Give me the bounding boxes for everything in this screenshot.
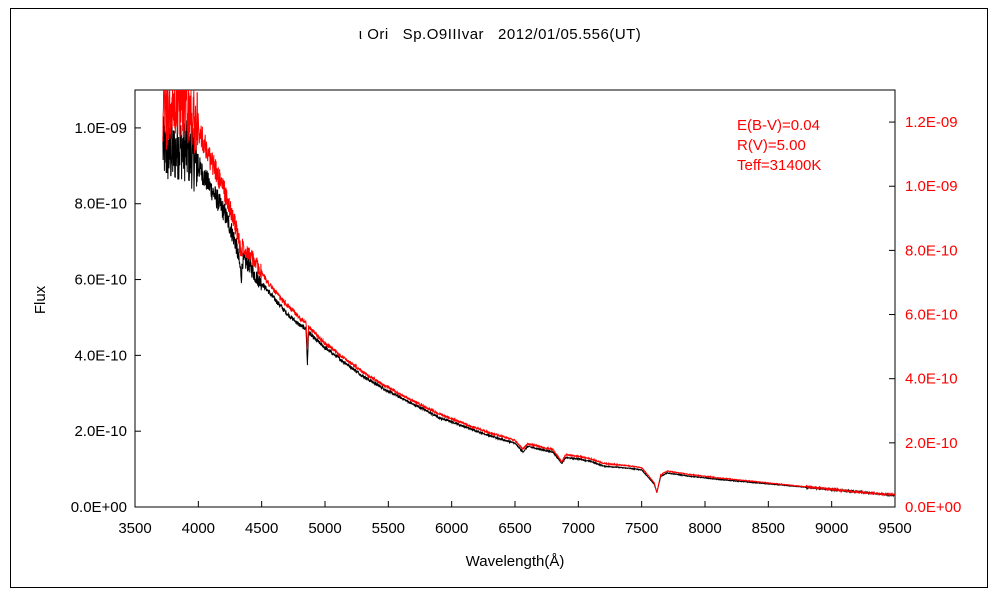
- series-line: [162, 90, 895, 497]
- annotation-text: R(V)=5.00: [737, 137, 806, 154]
- x-tick-label: 5000: [308, 520, 341, 537]
- y-axis-left: 0.0E+00 2.0E-10 4.0E-10 6.0E-10 8.0E-10 1.0E-…: [71, 120, 141, 516]
- y-right-tick-label: 0.0E+00: [905, 499, 961, 516]
- y-left-tick-label: 0.0E+00: [71, 499, 127, 516]
- x-tick-label: 6000: [435, 520, 468, 537]
- x-tick-label: 8000: [688, 520, 721, 537]
- x-tick-label: 4000: [182, 520, 215, 537]
- x-tick-label: 7000: [562, 520, 595, 537]
- y-right-tick-label: 6.0E-10: [905, 307, 958, 324]
- x-tick-label: 7500: [625, 520, 658, 537]
- x-tick-label: 8500: [752, 520, 785, 537]
- chart-frame: [10, 8, 988, 588]
- y-axis-right: 0.0E+00 2.0E-10 4.0E-10 6.0E-10 8.0E-10 1.0E-…: [889, 114, 961, 516]
- annotations: E(B-V)=0.04 R(V)=5.00 Teff=31400K: [737, 117, 821, 174]
- x-tick-label: 9500: [878, 520, 911, 537]
- y-left-tick-label: 2.0E-10: [74, 423, 127, 440]
- x-axis-title: Wavelength(Å): [466, 553, 565, 570]
- y-right-tick-label: 1.0E-09: [905, 178, 958, 195]
- x-tick-label: 3500: [118, 520, 151, 537]
- y-left-tick-label: 8.0E-10: [74, 196, 127, 213]
- series-layer: [162, 90, 895, 498]
- y-axis-title: Flux: [32, 285, 49, 314]
- y-right-tick-label: 4.0E-10: [905, 371, 958, 388]
- y-left-tick-label: 1.0E-09: [74, 120, 127, 137]
- annotation-text: E(B-V)=0.04: [737, 117, 820, 134]
- annotation-text: Teff=31400K: [737, 157, 821, 174]
- y-right-tick-label: 1.2E-09: [905, 114, 958, 131]
- y-right-tick-label: 8.0E-10: [905, 242, 958, 259]
- y-left-tick-label: 6.0E-10: [74, 272, 127, 289]
- x-tick-label: 4500: [245, 520, 278, 537]
- x-tick-label: 5500: [372, 520, 405, 537]
- x-tick-label: 9000: [815, 520, 848, 537]
- y-right-tick-label: 2.0E-10: [905, 435, 958, 452]
- x-axis: 3500 4000 4500 5000 5500 6000 6500 7000 7500 8000…: [118, 501, 912, 537]
- chart-title: ι Ori Sp.O9IIIvar 2012/01/05.556(UT): [358, 26, 642, 43]
- y-left-tick-label: 4.0E-10: [74, 347, 127, 364]
- x-tick-label: 6500: [498, 520, 531, 537]
